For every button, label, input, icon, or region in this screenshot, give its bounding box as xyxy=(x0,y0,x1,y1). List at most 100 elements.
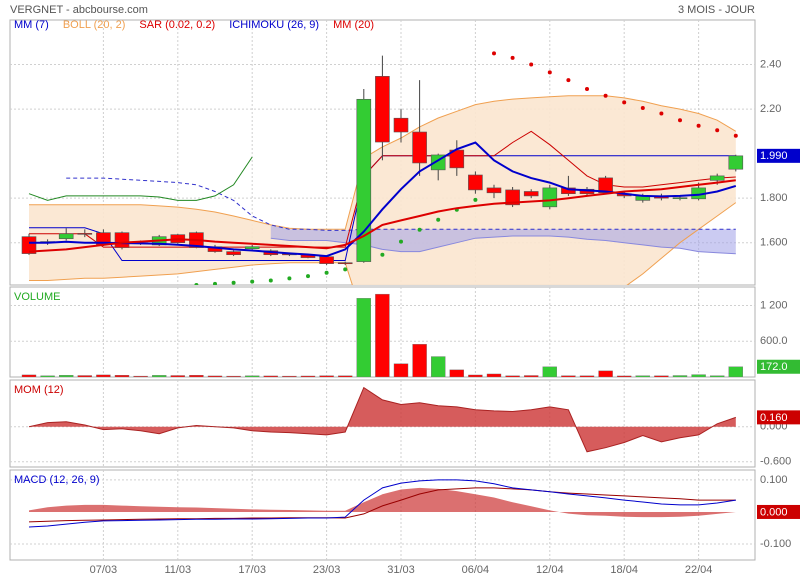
bollinger-lower xyxy=(29,202,737,285)
momentum-line xyxy=(28,386,736,453)
volume-bar xyxy=(282,375,297,377)
sar-dot xyxy=(492,51,496,56)
candle-body xyxy=(412,131,427,164)
candle-body xyxy=(542,187,558,208)
volume-bar xyxy=(226,375,241,377)
volume-bar xyxy=(300,375,316,377)
volume-bar xyxy=(505,375,520,377)
sar-dot xyxy=(510,55,515,60)
last-value-box xyxy=(757,504,800,519)
sar-dot xyxy=(380,252,385,257)
candle-body xyxy=(337,262,353,265)
volume-bar xyxy=(542,366,557,377)
panel-title: MOM (12) xyxy=(14,384,64,396)
volume-bar xyxy=(486,373,502,377)
sar-dot xyxy=(250,279,255,284)
x-tick-label: 06/04 xyxy=(462,564,490,576)
volume-bar xyxy=(393,363,409,377)
bollinger-band xyxy=(29,95,736,285)
x-tick-label: 11/03 xyxy=(164,564,191,576)
volume-bar xyxy=(59,375,74,377)
legend-entry: MM (20) xyxy=(333,19,374,31)
sar-dot xyxy=(659,111,664,116)
volume-bar xyxy=(617,375,632,377)
volume-bar xyxy=(728,366,743,377)
sar-dot xyxy=(436,217,441,222)
volume-bar xyxy=(263,375,278,377)
candle-body xyxy=(505,189,520,206)
volume-bar xyxy=(431,356,446,377)
plot-area xyxy=(28,386,736,453)
x-tick-label: 23/03 xyxy=(313,564,341,576)
sar-dot xyxy=(733,133,738,138)
sar-dot xyxy=(696,123,701,128)
sar-dot xyxy=(417,227,422,232)
x-tick-label: 17/03 xyxy=(238,564,266,576)
candle-body xyxy=(114,232,130,248)
candle-body xyxy=(468,174,483,191)
sar-dot xyxy=(715,128,720,133)
volume-bar xyxy=(672,375,688,377)
volume-bar xyxy=(189,375,204,377)
last-value-box xyxy=(757,148,800,163)
sar-dot xyxy=(529,62,534,67)
sar-dot xyxy=(399,239,403,244)
volume-bar xyxy=(77,375,93,377)
x-tick-label: 12/04 xyxy=(536,564,564,576)
candle-body xyxy=(356,98,372,262)
volume-bar xyxy=(412,344,427,377)
last-value-label: 172.0 xyxy=(760,361,788,373)
sar-dot xyxy=(566,78,571,83)
legend-entry: BOLL (20, 2) xyxy=(63,19,126,31)
volume-bar xyxy=(524,375,539,377)
x-tick-label: 31/03 xyxy=(387,564,415,576)
candle-body xyxy=(77,233,93,235)
volume-bar xyxy=(151,375,167,377)
sar-dot xyxy=(547,70,552,75)
panel-title: VOLUME xyxy=(14,291,60,303)
candle-body xyxy=(244,246,260,250)
page-title: VERGNET - abcbourse.com xyxy=(10,4,148,16)
last-value-label: 0.160 xyxy=(760,412,788,424)
y-tick-label: 2.40 xyxy=(760,58,781,70)
moving-average xyxy=(28,179,736,253)
volume-bar xyxy=(691,374,706,377)
sar-dot xyxy=(194,283,199,285)
candle-body xyxy=(709,175,725,181)
candle-body xyxy=(672,197,688,200)
momentum-area xyxy=(29,387,736,452)
sar-dot xyxy=(268,278,273,283)
candle-body xyxy=(226,251,241,256)
volume-bar xyxy=(319,375,334,377)
y-tick-label: -0.100 xyxy=(760,538,791,550)
candle-body xyxy=(375,76,390,143)
sar-dot xyxy=(213,281,217,285)
last-value-label: 0.000 xyxy=(760,506,788,518)
volume-bar xyxy=(654,375,669,377)
y-tick-label: -0.600 xyxy=(760,456,791,468)
candle-body xyxy=(486,187,502,194)
sar-dot xyxy=(603,93,608,98)
plot-area xyxy=(21,51,744,285)
last-value-box xyxy=(757,410,800,425)
volume-bar xyxy=(579,375,595,377)
volume-bar xyxy=(170,375,186,377)
y-tick-label: 1.800 xyxy=(760,192,788,204)
sar-dot xyxy=(343,267,348,272)
legend-entry: SAR (0.02, 0.2) xyxy=(139,19,215,31)
sar-dot xyxy=(287,276,292,281)
volume-bar xyxy=(635,375,650,377)
candle-body xyxy=(58,233,74,239)
last-value-box xyxy=(757,359,800,374)
volume-bar xyxy=(338,375,353,377)
candle-body xyxy=(523,191,539,197)
ichimoku-span-a xyxy=(66,177,736,231)
volume-bar xyxy=(96,374,111,377)
volume-bar xyxy=(375,293,390,377)
legend-entry: ICHIMOKU (26, 9) xyxy=(229,19,319,31)
sar-dot xyxy=(585,87,589,92)
volume-bar xyxy=(449,369,464,377)
volume-bar xyxy=(468,374,483,377)
x-tick-label: 07/03 xyxy=(90,564,118,576)
